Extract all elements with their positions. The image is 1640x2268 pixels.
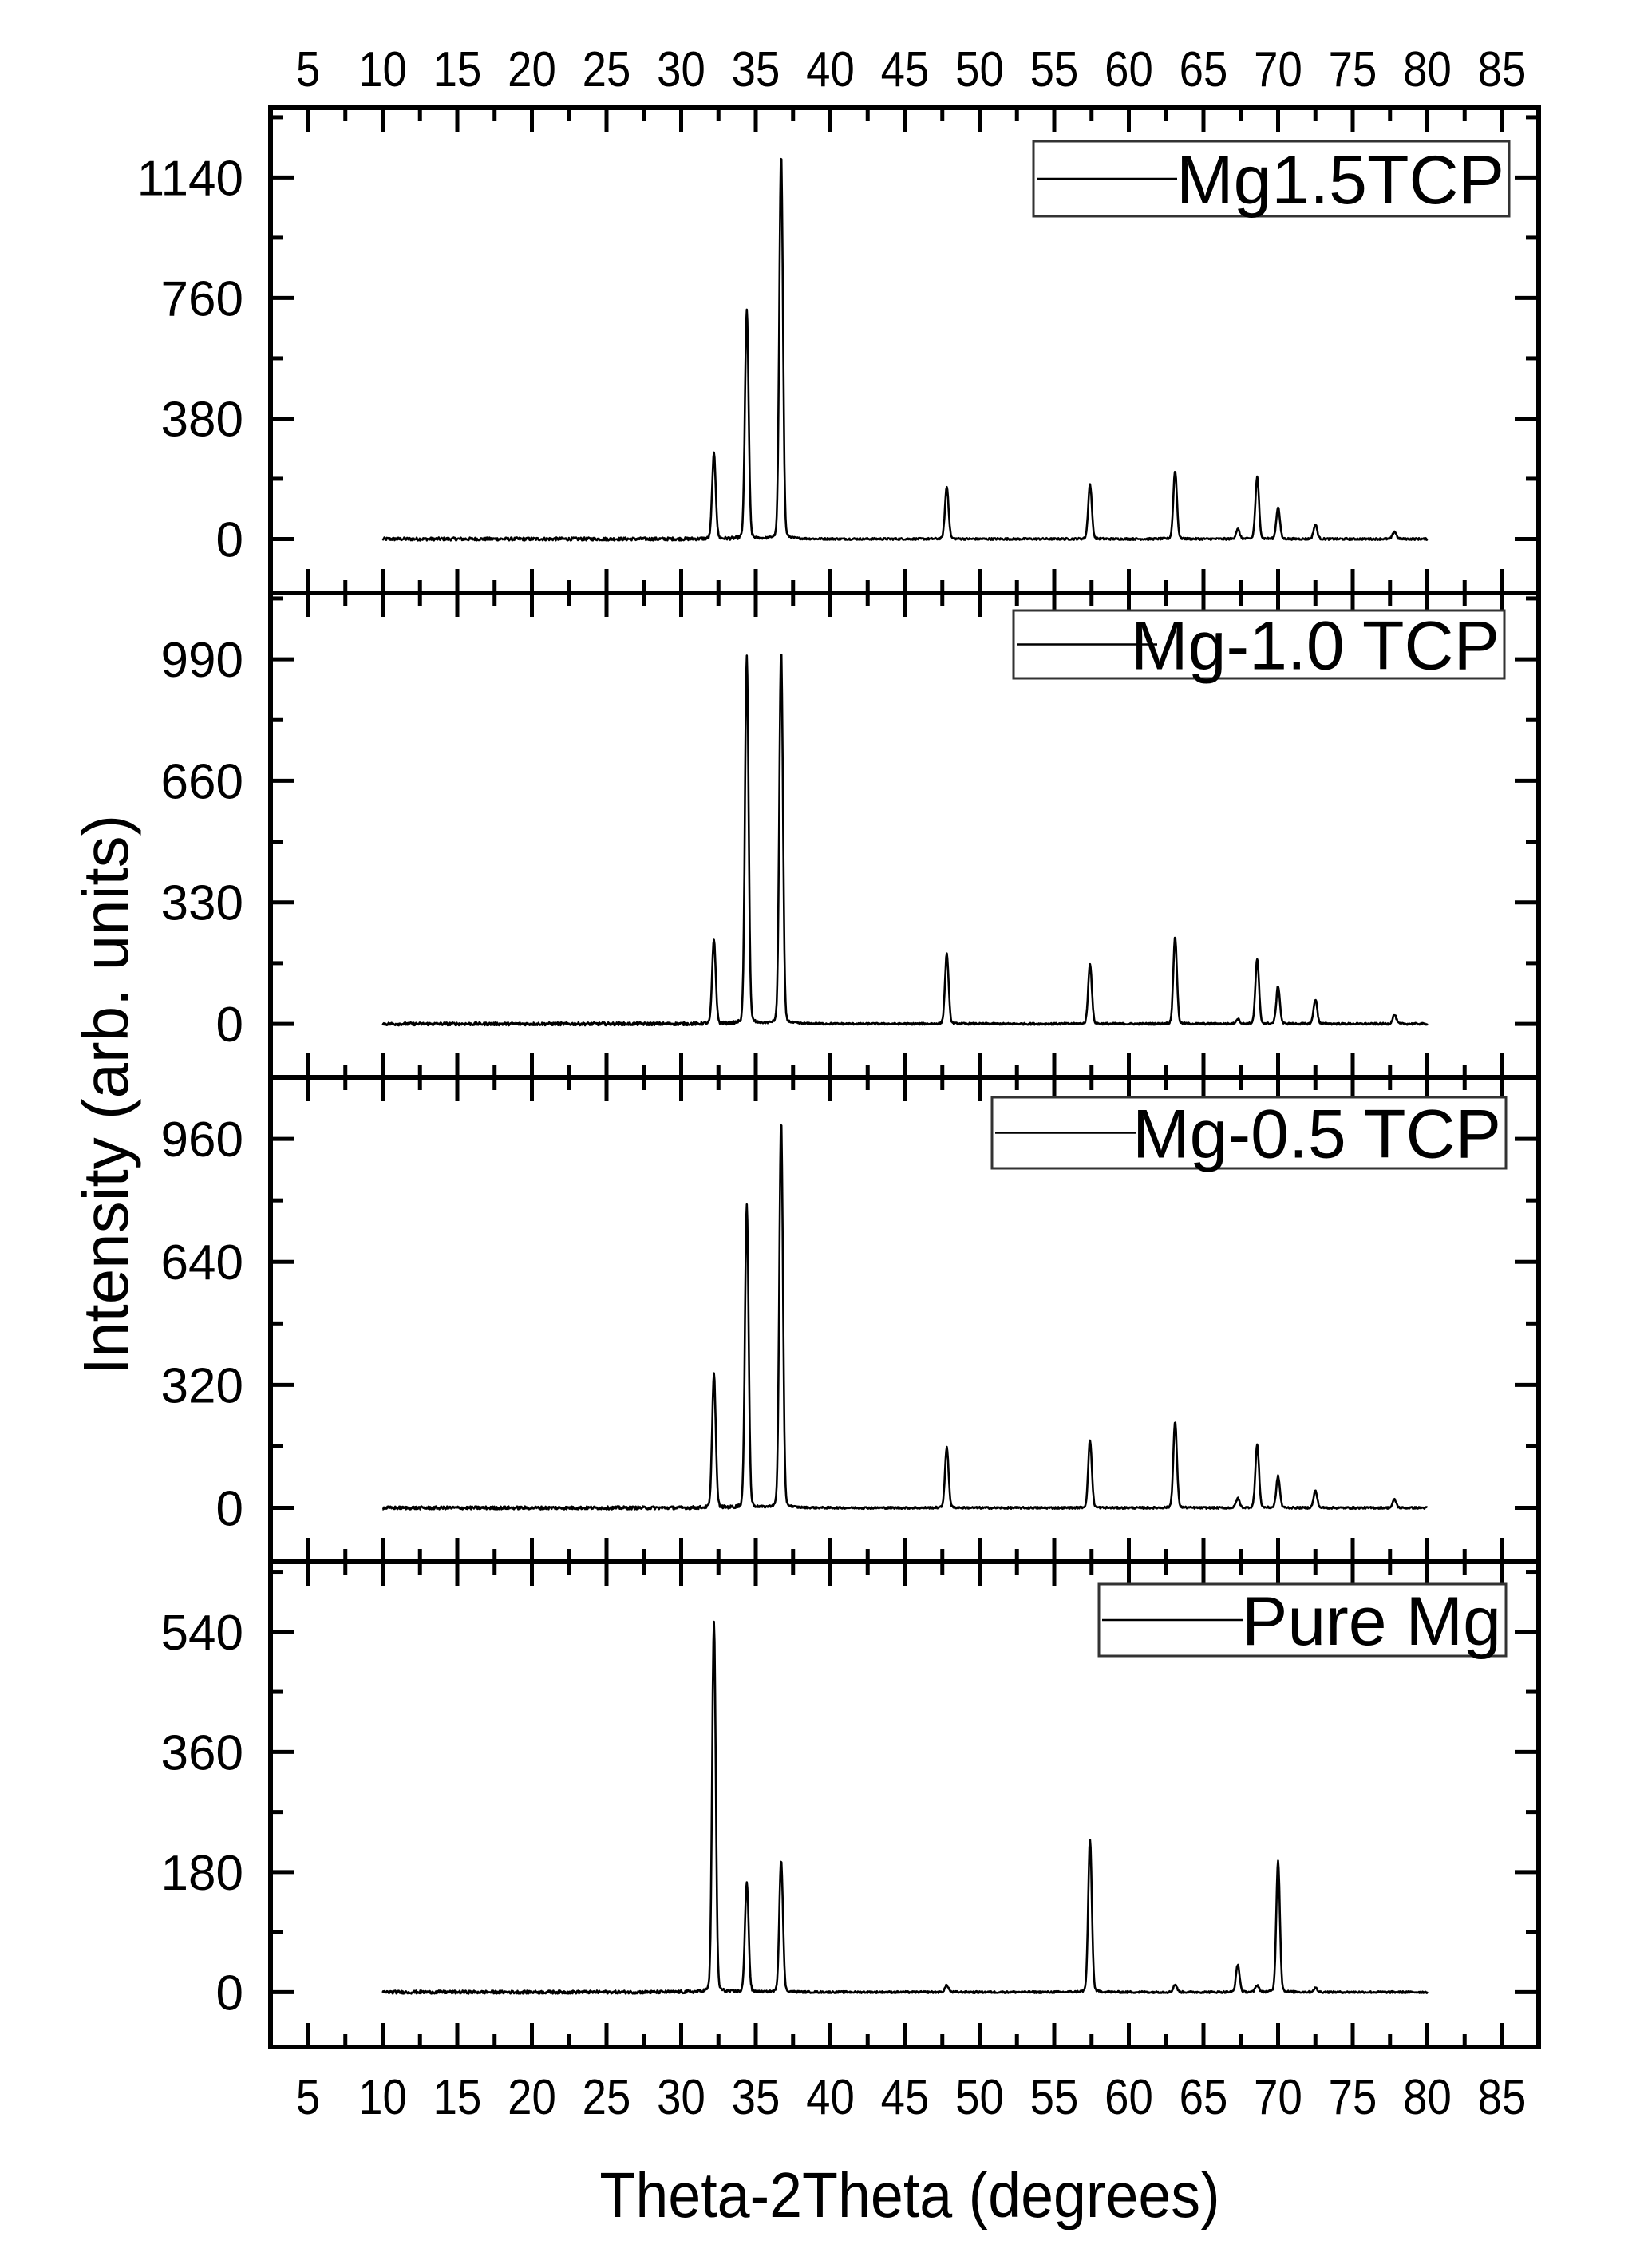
- legend-label: Pure Mg: [1242, 1583, 1501, 1660]
- xrd-pattern-line: [381, 1124, 1429, 1511]
- x-tick-label: 80: [1403, 2070, 1452, 2125]
- xrd-pattern-line: [381, 654, 1429, 1027]
- x-tick-label: 25: [583, 42, 631, 97]
- y-axis-title: Intensity (arb. units): [70, 815, 141, 1376]
- x-tick-label: 35: [732, 2070, 780, 2125]
- x-tick-label: 50: [955, 2070, 1004, 2125]
- x-tick-label: 50: [955, 42, 1004, 97]
- y-tick-label: 960: [161, 1112, 243, 1168]
- xrd-pattern-line: [381, 1620, 1429, 1995]
- series-1: [381, 157, 1429, 542]
- y-tick-label: 0: [216, 512, 243, 567]
- x-tick-label: 45: [881, 42, 930, 97]
- x-tick-label: 60: [1105, 2070, 1153, 2125]
- x-tick-label: 20: [508, 42, 556, 97]
- x-tick-label: 35: [732, 42, 780, 97]
- y-tick-label: 320: [161, 1358, 243, 1413]
- legend-label: Mg-1.0 TCP: [1131, 608, 1500, 685]
- tick-labels: 0380760114003306609900320640960018036054…: [137, 42, 1527, 2125]
- y-tick-label: 990: [161, 633, 243, 688]
- y-tick-label: 0: [216, 1966, 243, 2021]
- x-tick-label: 45: [881, 2070, 930, 2125]
- series-3: [381, 1124, 1429, 1511]
- legend-label: Mg-0.5 TCP: [1132, 1096, 1501, 1173]
- y-tick-label: 180: [161, 1846, 243, 1901]
- legend-3: Mg-0.5 TCP: [990, 1096, 1508, 1173]
- y-tick-label: 540: [161, 1606, 243, 1661]
- y-tick-label: 330: [161, 876, 243, 931]
- panel-4-axes: [268, 1559, 1541, 2049]
- x-tick-label: 10: [358, 2070, 407, 2125]
- panel-2-axes: [268, 591, 1541, 1080]
- axes: [268, 105, 1541, 2049]
- x-tick-label: 40: [806, 2070, 855, 2125]
- y-tick-label: 360: [161, 1725, 243, 1780]
- x-tick-label: 75: [1329, 42, 1377, 97]
- x-tick-label: 60: [1105, 42, 1153, 97]
- panel-3-axes: [268, 1075, 1541, 1564]
- data-lines: [381, 157, 1429, 1995]
- legend-label: Mg1.5TCP: [1176, 142, 1504, 219]
- legend-4: Pure Mg: [1097, 1582, 1508, 1660]
- x-tick-label: 65: [1180, 42, 1228, 97]
- x-tick-label: 40: [806, 42, 855, 97]
- y-tick-label: 660: [161, 754, 243, 809]
- x-tick-label: 70: [1254, 2070, 1302, 2125]
- y-tick-label: 640: [161, 1235, 243, 1290]
- x-tick-label: 15: [433, 2070, 482, 2125]
- xrd-pattern-line: [381, 157, 1429, 542]
- x-tick-label: 70: [1254, 42, 1302, 97]
- x-tick-label: 55: [1030, 2070, 1079, 2125]
- x-axis-title: Theta-2Theta (degrees): [599, 2159, 1219, 2231]
- series-2: [381, 654, 1429, 1027]
- legends: Mg1.5TCP Mg-1.0 TCP Mg-0.5 TCP Pure Mg: [990, 140, 1511, 1660]
- y-tick-label: 1140: [137, 151, 243, 206]
- x-tick-label: 5: [296, 42, 320, 97]
- x-tick-label: 20: [508, 2070, 556, 2125]
- x-tick-label: 15: [433, 42, 482, 97]
- series-4: [381, 1620, 1429, 1995]
- legend-2: Mg-1.0 TCP: [1012, 608, 1506, 685]
- x-tick-label: 55: [1030, 42, 1079, 97]
- x-tick-label: 85: [1478, 42, 1527, 97]
- x-tick-label: 75: [1329, 2070, 1377, 2125]
- x-tick-label: 30: [657, 42, 705, 97]
- x-tick-label: 5: [296, 2070, 320, 2125]
- x-tick-label: 80: [1403, 42, 1452, 97]
- y-tick-label: 0: [216, 1482, 243, 1537]
- y-tick-label: 0: [216, 998, 243, 1053]
- x-tick-label: 85: [1478, 2070, 1527, 2125]
- x-tick-label: 65: [1180, 2070, 1228, 2125]
- legend-1: Mg1.5TCP: [1032, 140, 1511, 219]
- y-tick-label: 760: [161, 271, 243, 326]
- x-tick-label: 25: [583, 2070, 631, 2125]
- x-tick-label: 30: [657, 2070, 705, 2125]
- x-tick-label: 10: [358, 42, 407, 97]
- y-tick-label: 380: [161, 392, 243, 447]
